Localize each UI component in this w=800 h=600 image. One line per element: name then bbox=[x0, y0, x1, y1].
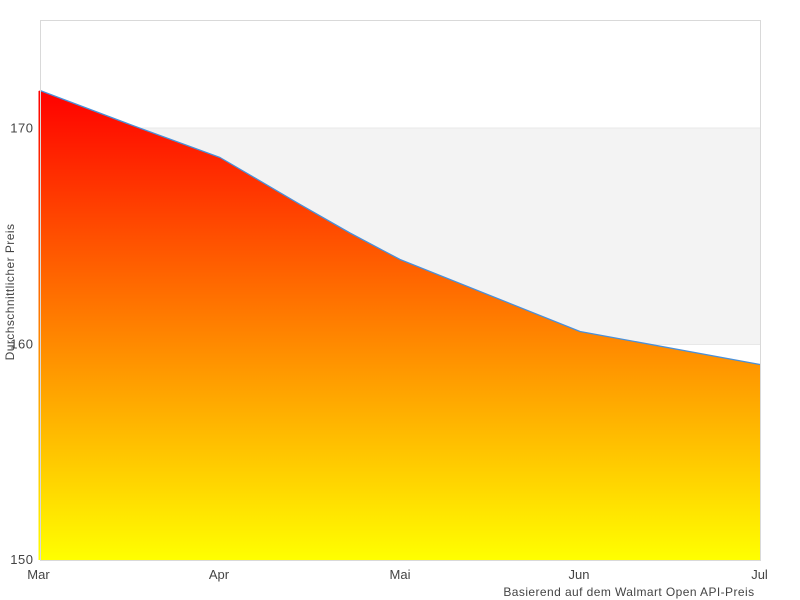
svg-text:150: 150 bbox=[10, 552, 33, 567]
svg-text:Apr: Apr bbox=[209, 567, 230, 582]
svg-text:160: 160 bbox=[10, 337, 33, 352]
svg-text:Mar: Mar bbox=[27, 567, 50, 582]
svg-text:Durchschnittlicher Preis: Durchschnittlicher Preis bbox=[3, 224, 17, 361]
svg-text:Jul: Jul bbox=[751, 567, 768, 582]
svg-text:Jun: Jun bbox=[569, 567, 590, 582]
svg-text:Mai: Mai bbox=[390, 567, 411, 582]
svg-text:170: 170 bbox=[10, 121, 33, 136]
svg-text:Basierend auf dem Walmart Open: Basierend auf dem Walmart Open API-Preis bbox=[503, 585, 754, 599]
